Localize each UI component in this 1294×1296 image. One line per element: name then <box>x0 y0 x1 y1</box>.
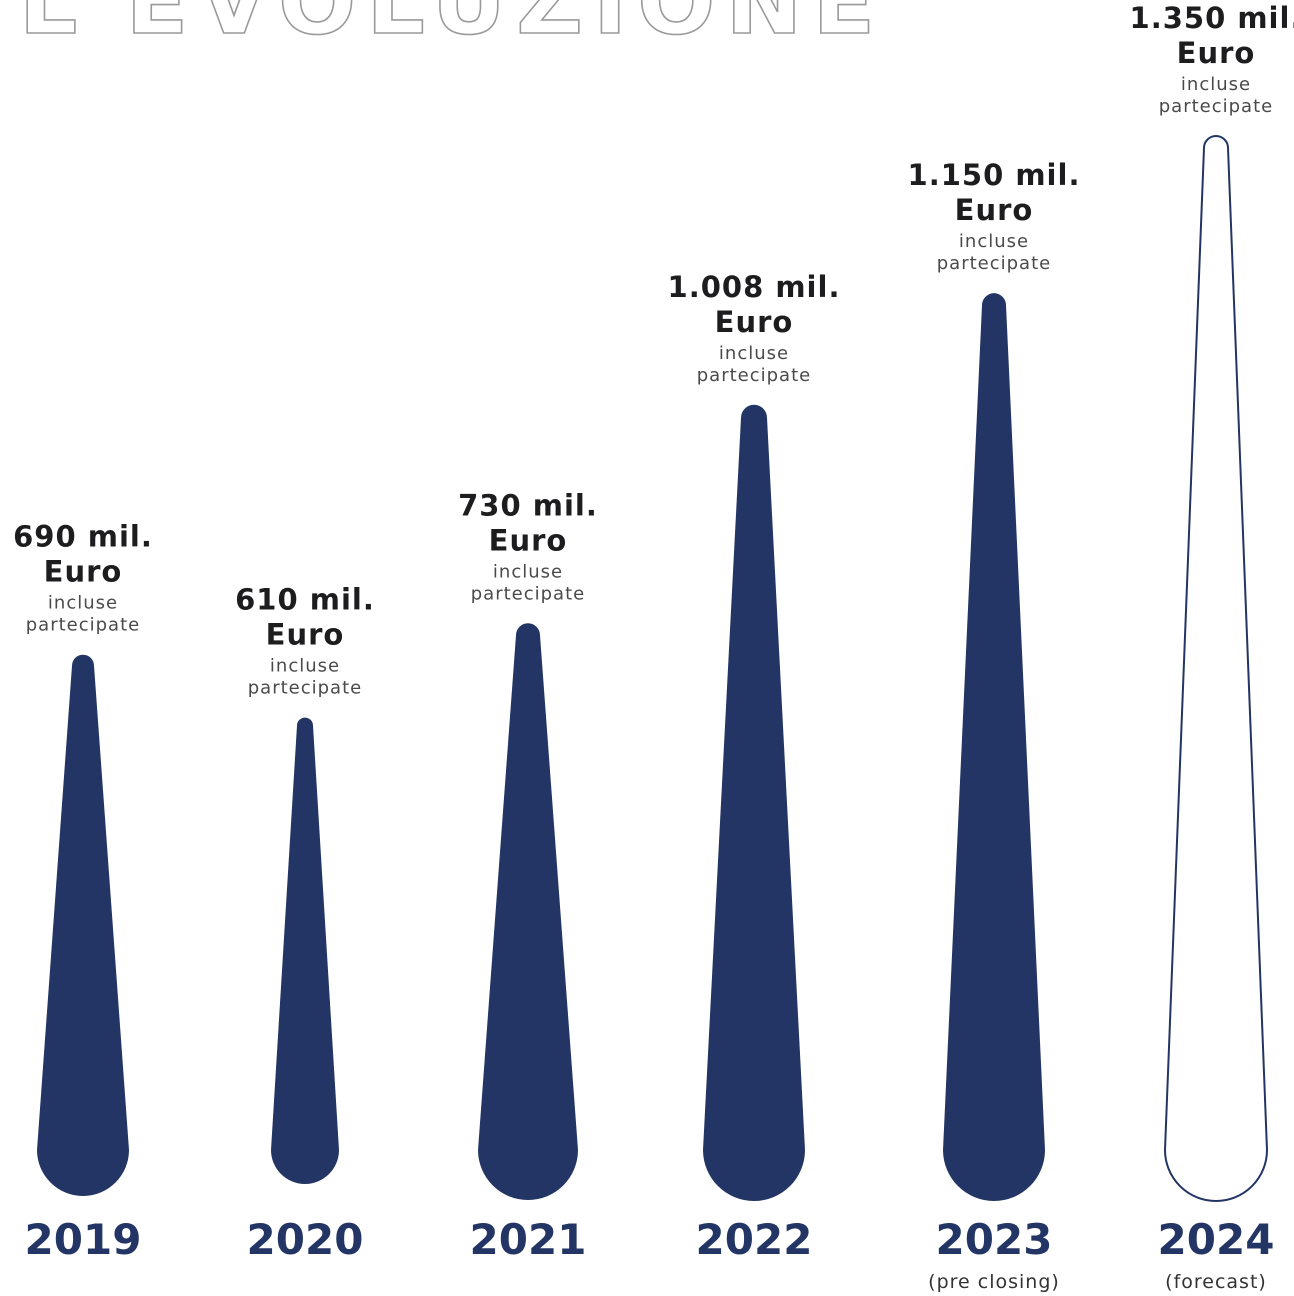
year-note-2023: (pre closing) <box>928 1271 1060 1293</box>
note-line1-2024: incluse <box>1181 74 1251 95</box>
value-label-2023: 1.150 mil. <box>908 158 1081 192</box>
note-line2-2022: partecipate <box>697 365 811 386</box>
unit-label-2022: Euro <box>715 305 794 339</box>
year-label-2020: 2020 <box>247 1215 364 1264</box>
year-label-2022: 2022 <box>696 1215 813 1264</box>
bar-2021 <box>478 623 578 1200</box>
unit-label-2020: Euro <box>266 618 345 652</box>
note-line1-2019: incluse <box>48 593 118 614</box>
chart-bars <box>37 135 1269 1202</box>
bar-2023 <box>943 293 1045 1201</box>
year-label-2024: 2024 <box>1158 1215 1275 1264</box>
value-label-2021: 730 mil. <box>458 488 598 522</box>
year-label-2019: 2019 <box>25 1215 142 1264</box>
note-line1-2023: incluse <box>959 231 1029 252</box>
unit-label-2021: Euro <box>489 523 568 557</box>
year-label-2023: 2023 <box>936 1215 1053 1264</box>
note-line1-2020: incluse <box>270 656 340 677</box>
bar-2024 <box>1163 135 1269 1202</box>
page-heading: L'EVOLUZIONE <box>19 0 885 55</box>
year-note-2024: (forecast) <box>1165 1271 1267 1293</box>
bar-2020 <box>271 717 339 1184</box>
note-line1-2021: incluse <box>493 561 563 582</box>
note-line1-2022: incluse <box>719 343 789 364</box>
unit-label-2023: Euro <box>955 193 1034 227</box>
value-label-2019: 690 mil. <box>13 520 153 554</box>
note-line2-2019: partecipate <box>26 615 140 636</box>
unit-label-2024: Euro <box>1177 36 1256 70</box>
value-label-2022: 1.008 mil. <box>668 270 841 304</box>
note-line2-2023: partecipate <box>937 253 1051 274</box>
note-line2-2020: partecipate <box>248 678 362 699</box>
bar-2022 <box>703 404 805 1201</box>
bar-2019 <box>37 654 129 1196</box>
note-line2-2021: partecipate <box>471 583 585 604</box>
note-line2-2024: partecipate <box>1159 96 1273 117</box>
year-label-2021: 2021 <box>470 1215 587 1264</box>
value-label-2024: 1.350 mil. <box>1130 1 1294 35</box>
unit-label-2019: Euro <box>44 555 123 589</box>
value-label-2020: 610 mil. <box>235 583 375 617</box>
